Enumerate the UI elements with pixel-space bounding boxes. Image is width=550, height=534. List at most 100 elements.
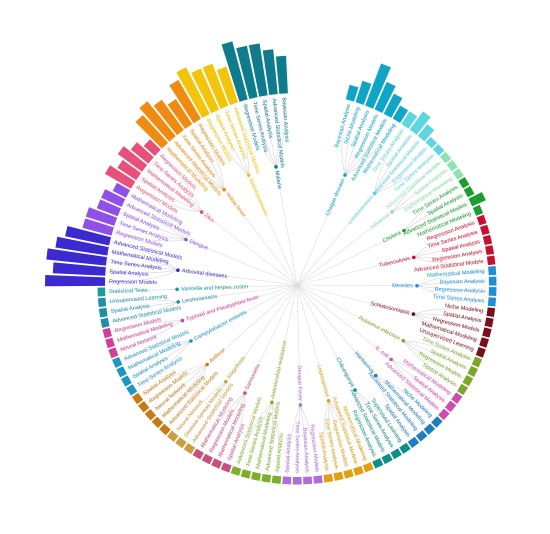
method-label: Bayesian Analysis [301,428,309,474]
method-bar [112,182,131,198]
method-link [107,269,179,282]
method-link [403,212,473,231]
method-link [126,340,191,370]
method-link [161,364,208,419]
method-link [413,221,477,258]
method-bar [102,327,112,339]
root-link [296,284,329,401]
method-link [354,389,403,444]
method-link [403,203,469,231]
method-link [112,320,183,332]
disease-label: Anthrax [208,347,227,364]
leaf-label-layer: Bayesian Analysis Niche Modeling Spatial A… [109,97,485,473]
method-bar [486,307,496,318]
method-label: Regression Models [109,279,157,286]
method-bar [444,400,457,413]
method-bar [463,186,475,198]
method-bar [100,317,110,328]
method-link [263,97,277,167]
method-link [218,393,246,459]
method-bar [104,165,136,189]
method-bar [462,374,474,387]
method-bar [374,81,396,113]
method-label: Spatial Analysis [285,433,293,473]
method-link [108,301,179,313]
method-link [413,313,484,322]
disease-node [176,300,180,304]
method-link [354,390,376,459]
method-link [247,402,273,469]
method-bar [487,297,497,307]
method-link [390,359,440,411]
disease-node [389,357,393,362]
method-bar [117,146,148,172]
disease-node [274,165,278,169]
method-bar [486,255,496,266]
method-link [323,400,329,473]
method-link [209,392,246,455]
method-link [266,402,273,473]
root-link [223,189,298,286]
method-bar [472,204,484,216]
disease-label: Arboviral diseases [181,268,227,280]
method-link [129,194,187,240]
method-bar [120,375,132,387]
method-bar [303,476,313,485]
method-bar [409,111,431,135]
method-bar [117,159,142,181]
method-bar [468,191,486,207]
root-link [185,239,298,286]
method-link [136,340,192,388]
method-link [228,393,246,463]
bar-layer [45,41,497,485]
disease-label: Shigellosis [226,355,247,380]
disease-label: Leishmaniasis [347,195,375,226]
method-bar [439,151,452,164]
disease-node [401,338,406,343]
method-link [122,340,191,361]
method-bar [248,43,268,97]
method-bar [151,416,164,429]
disease-node [270,400,274,405]
method-link [140,177,202,213]
root-link [182,284,298,321]
root-link [296,193,375,286]
root-link [206,284,298,365]
method-bar [130,142,154,164]
method-link [328,400,357,466]
method-bar [452,168,464,180]
method-link [416,270,487,287]
root-link [296,174,346,286]
method-link [374,146,428,194]
disease-label: Influenza [369,212,391,231]
method-link [286,404,301,475]
method-bar [131,392,144,405]
method-bar [355,80,372,105]
method-bar [236,45,258,100]
method-bar [431,416,443,428]
method-bar [55,236,109,256]
method-bar [392,105,409,123]
method-link [328,400,348,469]
disease-label: Leptospirosis [315,364,330,398]
root-link [201,211,298,286]
method-bar [82,218,114,236]
method-link [328,400,367,463]
method-link [403,340,468,370]
disease-node [372,191,377,196]
method-bar [484,317,494,328]
method-bar [96,199,121,217]
method-bar [166,430,179,442]
method-link [134,185,202,213]
method-link [109,251,179,271]
method-label: Bayesian Analysis [440,279,485,286]
method-link [111,241,179,271]
method-bar [97,287,106,297]
method-link [390,359,447,404]
disease-label: E. coli [374,346,390,360]
root-link [296,284,301,405]
method-link [413,250,485,259]
method-bar [381,453,393,465]
root-link [296,230,405,286]
method-label: Time Series Analysis [294,421,300,473]
